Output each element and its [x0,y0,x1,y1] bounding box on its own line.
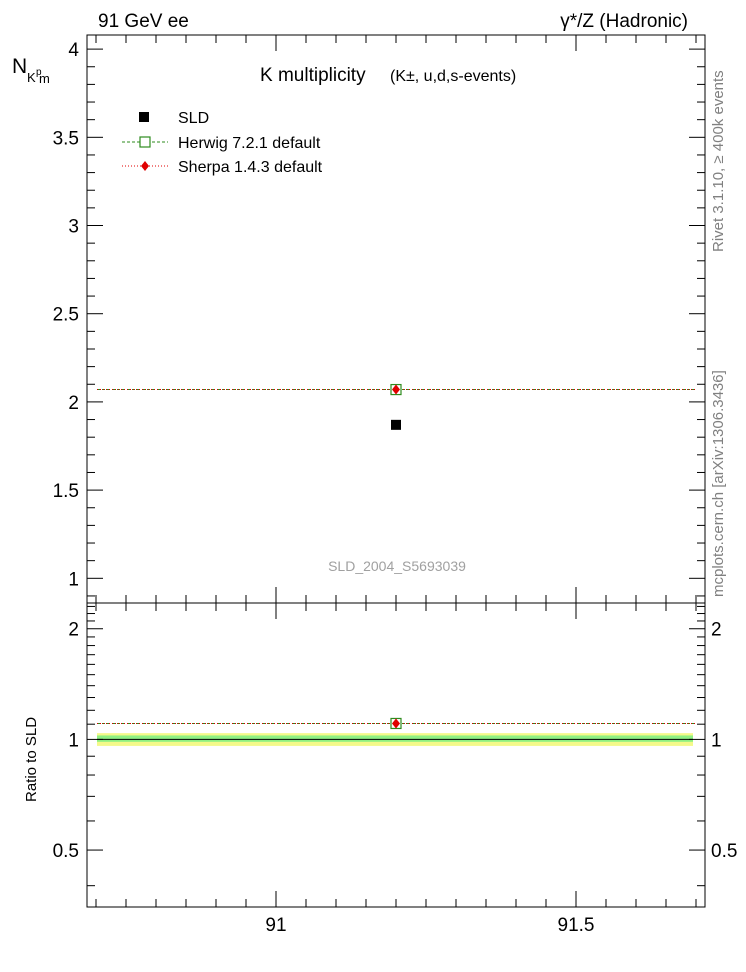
chart-subtitle: (K±, u,d,s-events) [390,68,516,85]
main-data-marks [97,383,695,430]
main-y-tick-label: 4 [68,40,79,61]
ratio-y-tick-label-left: 0.5 [53,841,79,862]
ratio-y-tick-label-right: 1 [711,730,722,751]
x-tick-label: 91.5 [558,915,595,936]
legend-sld-marker [139,112,149,122]
ratio-y-tick-label-left: 2 [68,620,79,641]
main-y-tick-label: 3 [68,217,79,238]
main-y-axis-label: N K p m [12,55,50,86]
y-axis-label-sub: K [27,70,36,85]
x-tick-label: 91 [265,915,286,936]
legend-sld-label: SLD [178,110,209,127]
main-y-tick-label: 2 [68,393,79,414]
rivet-label: Rivet 3.1.10, ≥ 400k events [710,70,727,252]
process-label: γ*/Z (Hadronic) [560,11,688,32]
y-axis-label-main: N [12,55,27,78]
main-y-ticks: 1 1.5 2 2.5 3 3.5 4 [53,40,705,597]
x-ticks: 91 91.5 [95,35,697,936]
ratio-data-marks [97,717,695,730]
y-axis-label-sup: p [36,67,42,78]
ratio-y-axis-label: Ratio to SLD [23,717,40,802]
legend-herwig-marker [139,136,151,148]
legend-sherpa-marker [141,161,149,171]
ratio-y-tick-label-right: 2 [711,620,722,641]
main-y-tick-label: 1 [68,569,79,590]
legend: SLD Herwig 7.2.1 default Sherpa 1.4.3 de… [122,110,323,176]
ratio-bands [97,733,693,746]
ratio-band-1 [97,735,693,742]
ratio-y-tick-label-left: 1 [68,730,79,751]
energy-label: 91 GeV ee [98,11,189,32]
sld-data-point [391,419,401,430]
main-y-tick-label: 1.5 [53,481,79,502]
ratio-sherpa-point [392,718,400,729]
main-y-tick-label: 2.5 [53,305,79,326]
mcplots-label: mcplots.cern.ch [arXiv:1306.3436] [710,370,727,597]
analysis-id-label: SLD_2004_S5693039 [328,558,466,574]
ratio-plot-frame [86,602,706,908]
sherpa-data-point [392,384,400,395]
legend-sherpa-label: Sherpa 1.4.3 default [178,159,323,176]
legend-herwig-label: Herwig 7.2.1 default [178,135,321,152]
ratio-y-ticks: 0.5 0.5 1 1 2 2 [53,605,737,887]
chart-title: K multiplicity [260,65,366,86]
y-axis-label-sub2: m [39,71,50,86]
main-y-tick-label: 3.5 [53,128,79,149]
ratio-y-tick-label-right: 0.5 [711,841,737,862]
